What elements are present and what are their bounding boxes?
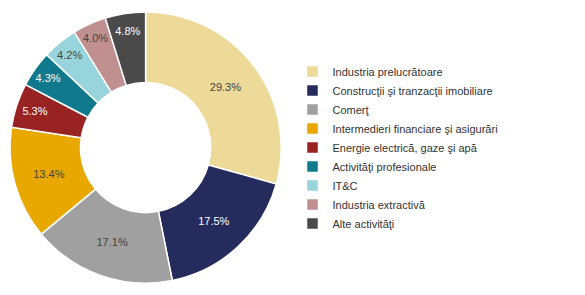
svg-text:4.2%: 4.2% [57,49,82,61]
svg-text:Activităţi profesionale: Activităţi profesionale [333,161,437,173]
svg-text:4.8%: 4.8% [115,25,140,37]
svg-text:Energie electrică, gaze şi apă: Energie electrică, gaze şi apă [333,142,478,154]
svg-text:13.4%: 13.4% [33,168,64,180]
svg-text:29.3%: 29.3% [210,81,241,93]
svg-text:4.3%: 4.3% [36,72,61,84]
svg-text:Construcţii şi tranzacţii imob: Construcţii şi tranzacţii imobiliare [333,85,493,97]
svg-text:Intermedieri financiare şi asi: Intermedieri financiare şi asigurări [333,123,498,135]
svg-text:Industria prelucrătoare: Industria prelucrătoare [333,66,443,78]
svg-text:IT&C: IT&C [333,180,358,192]
svg-text:17.5%: 17.5% [198,215,229,227]
svg-text:Industria extractivă: Industria extractivă [333,199,426,211]
svg-text:5.3%: 5.3% [22,105,47,117]
svg-text:Alte activităţi: Alte activităţi [333,218,395,230]
svg-text:17.1%: 17.1% [96,236,127,248]
svg-text:Comerţ: Comerţ [333,104,370,116]
svg-text:4.0%: 4.0% [83,32,108,44]
